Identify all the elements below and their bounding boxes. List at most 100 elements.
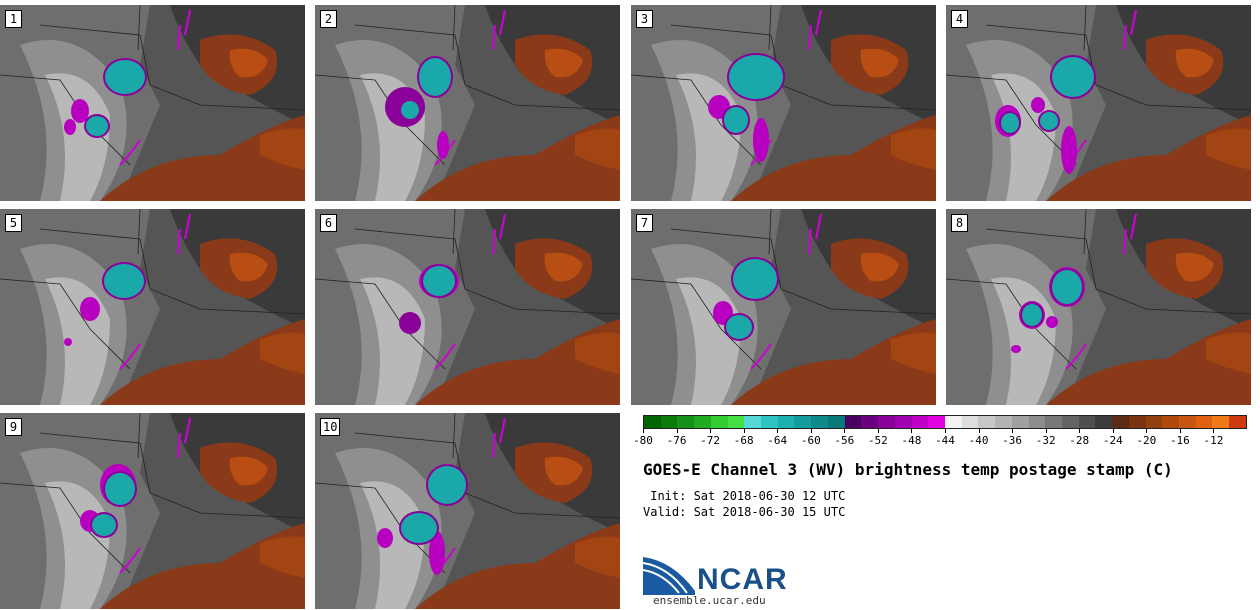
convective-storm xyxy=(1052,270,1082,304)
colorbar-segment xyxy=(1162,416,1179,428)
colorbar-tick xyxy=(810,429,812,433)
wv-map xyxy=(0,209,305,405)
convective-storm xyxy=(726,315,752,339)
colorbar-segment xyxy=(1229,416,1246,428)
dry-air-region xyxy=(731,115,936,201)
colorbar-tick xyxy=(643,429,644,433)
colorbar-tick-label: -28 xyxy=(1069,434,1090,447)
colorbar-segment xyxy=(1028,416,1046,428)
colorbar-tick-label: -48 xyxy=(901,434,922,447)
convective-storm xyxy=(401,101,419,119)
colorbar-segment xyxy=(961,416,979,428)
colorbar-tick-label: -76 xyxy=(666,434,687,447)
colorbar-segment xyxy=(811,416,828,428)
colorbar-segment xyxy=(727,416,745,428)
dry-air-region xyxy=(415,115,620,201)
state-borders xyxy=(0,209,305,370)
colorbar-tick-label: -56 xyxy=(834,434,855,447)
colorbar-tick-label: -32 xyxy=(1035,434,1056,447)
convective-storm xyxy=(92,514,116,536)
stamp-panel-9: 9 xyxy=(0,413,305,609)
colorbar-tick xyxy=(676,429,678,433)
dry-air-region xyxy=(415,319,620,405)
cold-cloud-blob xyxy=(64,119,76,135)
convective-storm xyxy=(729,55,783,99)
convective-storm xyxy=(105,60,145,94)
colorbar-segment xyxy=(761,416,778,428)
dry-air-region xyxy=(100,523,305,609)
colorbar-segment xyxy=(827,416,845,428)
colorbar-tick-label: -64 xyxy=(767,434,788,447)
ncar-logo-swoosh xyxy=(643,557,695,595)
colorbar-segment xyxy=(844,416,862,428)
cold-cloud-streak xyxy=(119,417,191,574)
wv-map xyxy=(631,209,936,405)
colorbar xyxy=(643,415,1247,429)
colorbar-segment xyxy=(995,416,1012,428)
convective-storm xyxy=(1001,113,1019,133)
colorbar-tick xyxy=(1213,429,1215,433)
stamp-panel-6: 6 xyxy=(315,209,620,405)
convective-storm xyxy=(401,314,419,332)
colorbar-tick xyxy=(844,429,846,433)
site-url[interactable]: ensemble.ucar.edu xyxy=(653,594,766,607)
colorbar-segment xyxy=(1112,416,1129,428)
cold-cloud-blob xyxy=(64,338,72,346)
dry-air-region xyxy=(415,523,620,609)
colorbar-tick-label: -24 xyxy=(1102,434,1123,447)
ncar-logo-text: NCAR xyxy=(697,563,788,596)
panel-label: 1 xyxy=(5,10,22,28)
figure-title: GOES-E Channel 3 (WV) brightness temp po… xyxy=(643,460,1173,479)
state-borders xyxy=(315,413,620,574)
colorbar-segment xyxy=(1095,416,1113,428)
colorbar-segment xyxy=(1011,416,1029,428)
wv-map xyxy=(946,209,1251,405)
convective-storm xyxy=(1022,304,1042,326)
colorbar-tick xyxy=(777,429,779,433)
cold-cloud-streak xyxy=(119,213,191,370)
colorbar-segment xyxy=(1078,416,1096,428)
convective-storm xyxy=(733,259,777,299)
convective-storm xyxy=(104,264,144,298)
colorbar-tick xyxy=(710,429,712,433)
colorbar-tick-label: -36 xyxy=(1002,434,1023,447)
cold-cloud-blob xyxy=(437,131,449,159)
colorbar-tick xyxy=(743,429,745,433)
convective-storm xyxy=(423,266,455,296)
dry-air-region xyxy=(100,115,305,201)
wv-map xyxy=(315,209,620,405)
stamp-panel-1: 1 xyxy=(0,5,305,201)
colorbar-segment xyxy=(1061,416,1079,428)
stamp-panel-2: 2 xyxy=(315,5,620,201)
colorbar-tick xyxy=(1079,429,1081,433)
colorbar-segment xyxy=(1179,416,1196,428)
cold-cloud-streak xyxy=(1065,213,1137,370)
state-borders xyxy=(946,5,1251,166)
colorbar-tick xyxy=(1112,429,1114,433)
colorbar-segment xyxy=(978,416,996,428)
convective-storm xyxy=(419,58,451,96)
panel-label: 2 xyxy=(320,10,337,28)
state-borders xyxy=(0,413,305,574)
panel-label: 10 xyxy=(320,418,341,436)
panel-label: 9 xyxy=(5,418,22,436)
panel-label: 3 xyxy=(636,10,653,28)
wv-map xyxy=(0,5,305,201)
cold-cloud-blob xyxy=(71,99,89,123)
panel-label: 7 xyxy=(636,214,653,232)
panel-label: 4 xyxy=(951,10,968,28)
colorbar-tick xyxy=(1045,429,1047,433)
init-time: Init: Sat 2018-06-30 12 UTC xyxy=(643,489,846,503)
state-borders xyxy=(315,209,620,370)
colorbar-segment xyxy=(660,416,678,428)
colorbar-segment xyxy=(1212,416,1230,428)
cold-cloud-blob xyxy=(1011,345,1021,353)
cold-cloud-blob xyxy=(429,531,445,575)
colorbar-tick xyxy=(945,429,946,433)
cold-cloud-streak xyxy=(119,9,191,166)
wv-map xyxy=(631,5,936,201)
stamp-panel-5: 5 xyxy=(0,209,305,405)
convective-storm xyxy=(401,513,437,543)
dry-air-region xyxy=(1046,115,1251,201)
wv-map xyxy=(946,5,1251,201)
